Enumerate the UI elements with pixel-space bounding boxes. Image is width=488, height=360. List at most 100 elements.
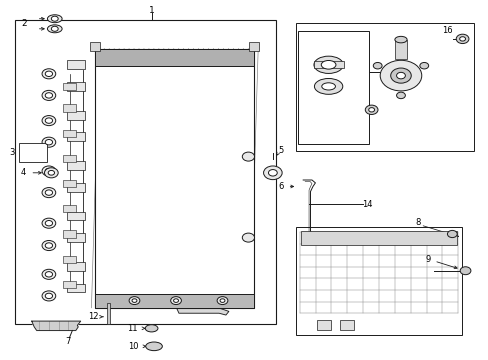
Polygon shape — [32, 321, 81, 330]
Ellipse shape — [47, 15, 62, 23]
Ellipse shape — [132, 299, 137, 302]
Ellipse shape — [42, 240, 56, 251]
Text: 2: 2 — [21, 19, 27, 28]
Bar — [62, 104, 76, 112]
Bar — [15, 20, 276, 324]
Ellipse shape — [447, 230, 456, 238]
Bar — [62, 130, 76, 137]
Ellipse shape — [321, 83, 335, 90]
Bar — [339, 320, 353, 330]
Ellipse shape — [45, 93, 53, 98]
Text: 13: 13 — [192, 290, 203, 299]
Bar — [300, 231, 456, 245]
Text: 17: 17 — [313, 133, 324, 142]
Ellipse shape — [396, 92, 405, 99]
Ellipse shape — [242, 152, 254, 161]
Ellipse shape — [45, 71, 53, 77]
Text: 16: 16 — [441, 26, 452, 35]
Bar — [67, 111, 84, 120]
Bar — [249, 42, 259, 51]
Bar — [67, 60, 84, 69]
Text: 18: 18 — [344, 102, 355, 111]
Ellipse shape — [47, 25, 62, 33]
Bar — [62, 180, 76, 187]
Bar — [62, 83, 76, 90]
Ellipse shape — [313, 56, 343, 73]
Ellipse shape — [217, 297, 227, 305]
Ellipse shape — [45, 190, 53, 195]
Ellipse shape — [368, 108, 374, 112]
Ellipse shape — [419, 63, 428, 69]
Bar — [67, 233, 84, 242]
Text: 3: 3 — [10, 148, 15, 157]
Ellipse shape — [51, 26, 58, 31]
Ellipse shape — [42, 188, 56, 198]
Ellipse shape — [268, 170, 277, 176]
Bar — [295, 23, 473, 151]
Text: 7: 7 — [66, 337, 71, 346]
Bar — [67, 212, 84, 220]
Bar — [67, 183, 84, 192]
Ellipse shape — [42, 269, 56, 279]
Ellipse shape — [394, 36, 406, 43]
Bar — [67, 161, 84, 170]
Text: 11: 11 — [126, 324, 137, 333]
Bar — [62, 281, 76, 288]
Ellipse shape — [365, 105, 377, 114]
Text: 10: 10 — [127, 342, 138, 351]
Ellipse shape — [459, 267, 470, 275]
Ellipse shape — [42, 69, 56, 79]
Ellipse shape — [459, 37, 465, 41]
Bar — [106, 303, 109, 324]
Text: 8: 8 — [415, 218, 420, 227]
Text: 9: 9 — [425, 256, 429, 264]
Ellipse shape — [42, 90, 56, 100]
Bar — [62, 205, 76, 212]
Bar — [95, 49, 254, 308]
Bar — [314, 61, 343, 68]
Bar — [394, 40, 407, 59]
Ellipse shape — [372, 63, 381, 69]
Ellipse shape — [48, 171, 54, 175]
Bar — [95, 294, 254, 308]
Bar — [67, 82, 84, 91]
Ellipse shape — [42, 291, 56, 301]
Ellipse shape — [44, 168, 58, 178]
Bar — [67, 132, 84, 141]
Ellipse shape — [42, 166, 56, 176]
Ellipse shape — [455, 34, 468, 44]
Ellipse shape — [173, 299, 178, 302]
Ellipse shape — [45, 220, 53, 226]
Text: 5: 5 — [278, 146, 283, 155]
Bar — [62, 230, 76, 238]
Ellipse shape — [45, 118, 53, 123]
Bar — [67, 284, 84, 292]
Text: 4: 4 — [21, 168, 26, 177]
Ellipse shape — [45, 272, 53, 277]
Ellipse shape — [45, 243, 53, 248]
Ellipse shape — [42, 218, 56, 228]
Ellipse shape — [129, 297, 140, 305]
Ellipse shape — [45, 293, 53, 299]
Polygon shape — [176, 307, 228, 315]
Ellipse shape — [45, 168, 53, 174]
Text: 6: 6 — [278, 182, 283, 191]
Ellipse shape — [379, 60, 421, 91]
Ellipse shape — [390, 68, 410, 83]
Ellipse shape — [242, 233, 254, 242]
Bar — [90, 42, 100, 51]
Ellipse shape — [396, 72, 405, 79]
Ellipse shape — [42, 137, 56, 147]
Ellipse shape — [42, 116, 56, 126]
Bar — [67, 262, 84, 271]
Bar — [95, 49, 254, 66]
Ellipse shape — [220, 299, 224, 302]
Ellipse shape — [145, 325, 158, 332]
Bar — [19, 143, 47, 162]
Text: 12: 12 — [87, 312, 98, 321]
Ellipse shape — [45, 140, 53, 145]
Ellipse shape — [145, 342, 162, 351]
Ellipse shape — [263, 166, 282, 180]
Bar — [298, 31, 368, 144]
Bar — [316, 320, 330, 330]
